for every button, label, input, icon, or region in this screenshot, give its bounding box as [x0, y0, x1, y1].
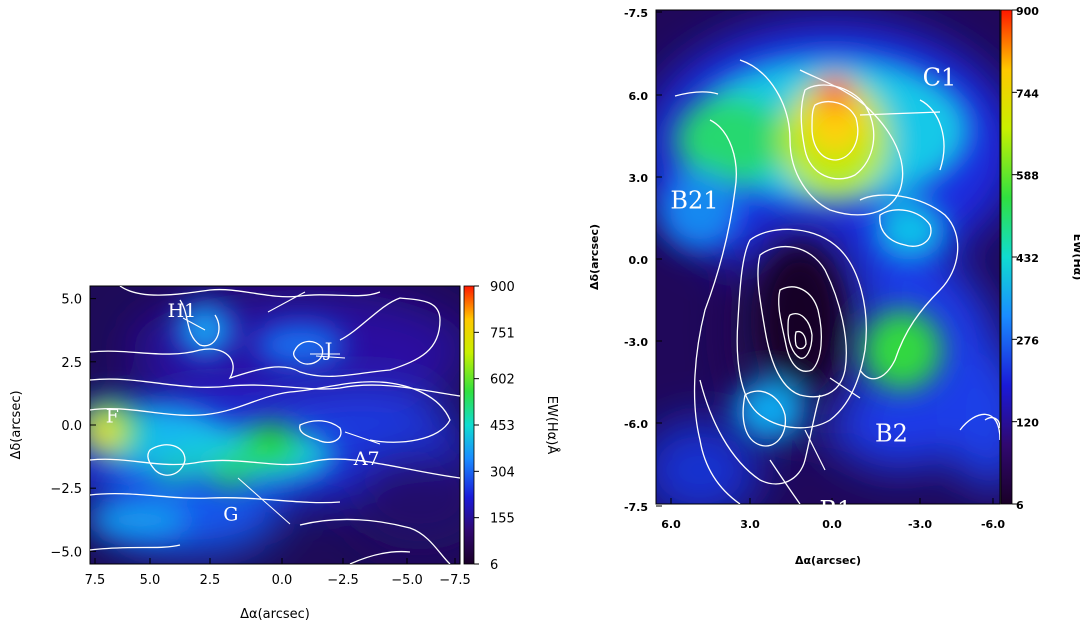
region-label: A	[298, 263, 313, 285]
region-pointer-line	[315, 355, 346, 359]
x-tick-label: 2.5	[200, 573, 221, 588]
colorbar-tick-label: 751	[490, 326, 515, 341]
left-colorbar	[463, 285, 475, 565]
left-contours	[90, 286, 460, 564]
region-pointer-line	[829, 377, 861, 399]
region-pointer-line	[804, 429, 826, 471]
y-tick-label: -7.5	[624, 7, 648, 20]
region-label: F	[106, 406, 119, 428]
y-tick-label: 0.0	[629, 254, 649, 267]
y-tick-label: −5.0	[50, 545, 82, 560]
left-map-panel	[89, 285, 475, 565]
y-tick-label: 6.0	[629, 90, 649, 103]
region-pointer-line	[182, 317, 206, 331]
colorbar-tick-label: 276	[1016, 334, 1039, 347]
colorbar-label: EW(Hα)	[1071, 234, 1080, 280]
colorbar-tick-label: 120	[1016, 417, 1039, 430]
y-tick-label: 0.0	[61, 419, 82, 434]
x-tick-label: 6.0	[661, 518, 681, 531]
region-label: J	[323, 339, 333, 361]
y-tick-label: 5.0	[61, 293, 82, 308]
region-pointer-line	[267, 291, 306, 313]
left-map-emission	[90, 290, 460, 555]
x-tick-label: -6.0	[981, 518, 1005, 531]
x-axis-label: Δα(arcsec)	[240, 607, 310, 622]
chart-annotations: 7.5 5.0 2.5 0.0 −2.5 −5.0 −7.5 5.0 2.5 0.0 −2.5 −5.…	[9, 5, 1080, 622]
colorbar-label: EW(Hα)Å	[544, 396, 560, 455]
x-tick-label: −7.5	[439, 573, 471, 588]
y-tick-label: -6.0	[624, 418, 648, 431]
region-pointer-line	[859, 111, 941, 116]
colorbar-tick-label: 900	[490, 280, 515, 295]
region-pointer-line	[237, 477, 291, 525]
colorbar-tick-label: 602	[490, 373, 515, 388]
colorbar-tick-label: 453	[490, 419, 515, 434]
region-label: H1	[168, 300, 197, 322]
y-tick-label: -7.5	[624, 501, 648, 514]
y-tick-label: 2.5	[61, 356, 82, 371]
y-axis-label: Δδ(arcsec)	[9, 390, 24, 459]
region-label: C1	[923, 64, 957, 92]
colorbar-tick-label: 6	[1016, 499, 1024, 512]
right-map-panel	[655, 9, 1013, 505]
x-tick-label: 7.5	[85, 573, 106, 588]
region-label: B21	[670, 186, 718, 214]
region-label: B1	[819, 496, 852, 524]
x-tick-label: 3.0	[740, 518, 760, 531]
colorbar-tick-label: 744	[1016, 87, 1039, 100]
y-axis-label: Δδ(arcsec)	[588, 224, 601, 290]
y-tick-label: 3.0	[629, 172, 649, 185]
region-label: G	[223, 504, 238, 526]
right-colorbar	[1000, 9, 1013, 505]
right-contours	[674, 59, 1000, 504]
x-tick-label: −5.0	[391, 573, 423, 588]
region-label: A7	[353, 448, 380, 470]
y-tick-label: -3.0	[624, 336, 648, 349]
x-tick-label: 0.0	[272, 573, 293, 588]
x-tick-label: −2.5	[327, 573, 359, 588]
right-map-frame	[655, 9, 1001, 505]
colorbar-tick-label: 432	[1016, 252, 1039, 265]
x-tick-label: -3.0	[908, 518, 932, 531]
region-label: B2	[875, 419, 908, 447]
colorbar-tick-label: 155	[490, 512, 515, 527]
colorbar-tick-label: 6	[490, 558, 498, 573]
region-pointer-line	[344, 431, 381, 445]
colorbar-tick-label: 900	[1016, 5, 1039, 18]
colorbar-tick-label: 588	[1016, 170, 1039, 183]
x-tick-label: 0.0	[822, 518, 842, 531]
x-tick-label: 5.0	[140, 573, 161, 588]
y-tick-label: −2.5	[50, 482, 82, 497]
colorbar-tick-label: 304	[490, 465, 515, 480]
x-axis-label: Δα(arcsec)	[795, 554, 861, 567]
